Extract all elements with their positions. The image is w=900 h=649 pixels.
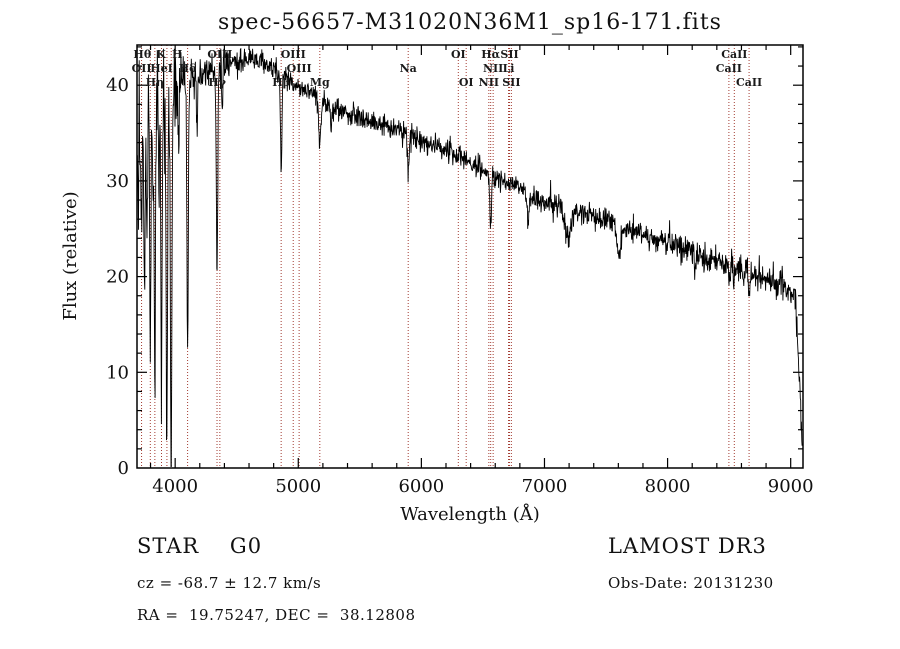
spectral-line-label: Hα xyxy=(481,48,500,61)
x-tick-label: 9000 xyxy=(768,476,814,497)
spectral-line-label: OIII xyxy=(287,62,312,75)
spectral-line-label: SII xyxy=(502,76,520,89)
x-tick-label: 8000 xyxy=(645,476,691,497)
spectral-line-label: Mg xyxy=(310,76,330,89)
object-class-label: STAR G0 xyxy=(137,534,263,558)
x-tick-label: 7000 xyxy=(522,476,568,497)
spectral-line-label: OII xyxy=(132,62,152,75)
x-axis-label: Wavelength (Å) xyxy=(400,503,540,525)
obs-date: Obs-Date: 20131230 xyxy=(608,574,774,592)
spectral-line-label: OIII xyxy=(281,48,306,61)
plot-frame xyxy=(136,44,804,469)
x-tick-label: 4000 xyxy=(152,476,198,497)
spectral-line-label: CaII xyxy=(721,48,747,61)
spectral-line-label: CaII xyxy=(736,76,762,89)
spectral-line-label: Li xyxy=(503,62,515,75)
spectral-line-label: K xyxy=(156,48,166,61)
spectral-line-label: Na xyxy=(400,62,417,75)
survey-label: LAMOST DR3 xyxy=(608,534,767,558)
spectral-line-label: NII xyxy=(483,62,503,75)
x-tick-labels: 4000 5000 6000 7000 8000 9000 xyxy=(152,476,813,497)
spectral-line-label: CaII xyxy=(716,62,742,75)
spectral-line-label: SII xyxy=(500,48,518,61)
spectral-line-label: Hη xyxy=(146,76,164,89)
spectral-line-label: Hθ xyxy=(133,48,151,61)
spectral-line-label: Hδ xyxy=(179,62,197,75)
y-tick-label: 20 xyxy=(106,267,129,288)
spectral-line-label: Hβ xyxy=(272,76,290,89)
y-tick-label: 30 xyxy=(106,171,129,192)
y-tick-labels: 0 10 20 30 40 xyxy=(106,75,129,479)
x-tick-label: 5000 xyxy=(275,476,321,497)
y-tick-label: 0 xyxy=(118,458,129,479)
plot-title: spec-56657-M31020N36M1_sp16-171.fits xyxy=(218,10,722,35)
spectral-line-label: NII xyxy=(479,76,499,89)
ra-dec: RA = 19.75247, DEC = 38.12808 xyxy=(137,606,416,624)
spectral-line-markers xyxy=(141,45,750,468)
spectral-line-label: OI xyxy=(459,76,474,89)
spectral-line-label: H xyxy=(172,48,182,61)
spectral-line-label: Hγ xyxy=(208,76,226,89)
spectrum-line xyxy=(136,47,803,468)
x-tick-label: 6000 xyxy=(398,476,444,497)
cz-value: cz = -68.7 ± 12.7 km/s xyxy=(137,574,322,592)
y-tick-label: 10 xyxy=(106,362,129,383)
y-axis-label: Flux (relative) xyxy=(60,191,81,320)
spectral-line-label: OIII xyxy=(207,48,232,61)
y-tick-label: 40 xyxy=(106,75,129,96)
spectral-line-label: HeI xyxy=(150,62,173,75)
spectral-line-label: OI xyxy=(451,48,466,61)
axis-ticks xyxy=(137,45,803,468)
